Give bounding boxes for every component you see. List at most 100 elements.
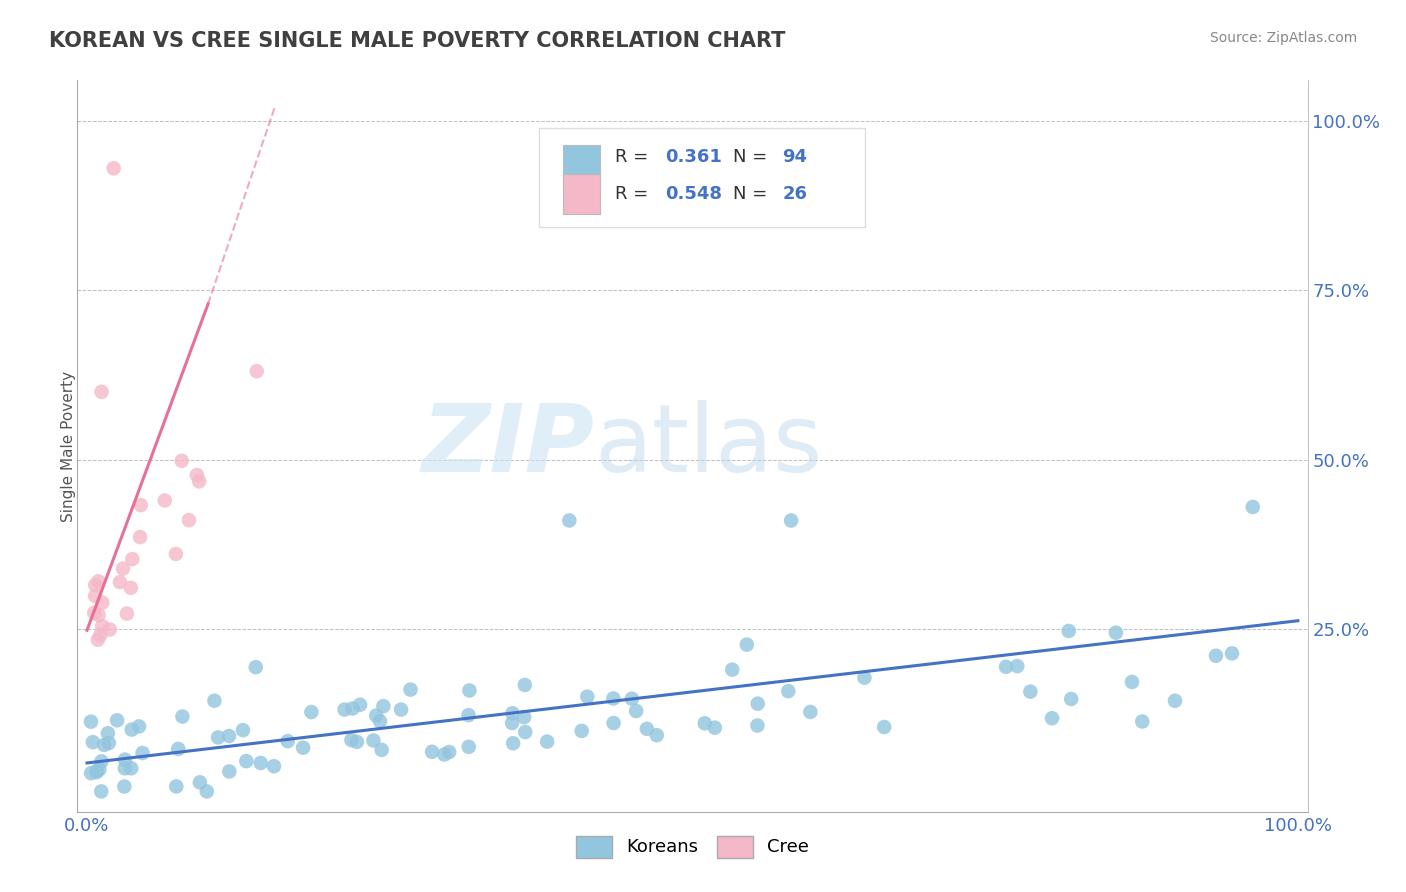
Text: ZIP: ZIP xyxy=(422,400,595,492)
Point xyxy=(97,726,120,740)
Point xyxy=(501,716,523,731)
Text: N =: N = xyxy=(733,148,773,166)
Point xyxy=(195,784,218,798)
Point xyxy=(349,698,371,712)
Text: 26: 26 xyxy=(782,185,807,202)
Point xyxy=(87,607,110,622)
Point xyxy=(636,722,658,736)
Point xyxy=(778,684,800,698)
Point xyxy=(373,699,395,714)
Point xyxy=(735,638,758,652)
Point xyxy=(90,384,112,399)
Point xyxy=(645,728,668,742)
Legend: Koreans, Cree: Koreans, Cree xyxy=(576,836,808,857)
Point xyxy=(1007,659,1029,673)
Text: 0.361: 0.361 xyxy=(665,148,723,166)
Point xyxy=(1164,694,1187,708)
Point xyxy=(111,561,134,575)
Text: KOREAN VS CREE SINGLE MALE POVERTY CORRELATION CHART: KOREAN VS CREE SINGLE MALE POVERTY CORRE… xyxy=(49,31,786,51)
Point xyxy=(299,705,322,719)
Point xyxy=(873,720,896,734)
Point xyxy=(368,714,391,729)
Point xyxy=(1105,625,1128,640)
Point xyxy=(165,547,187,561)
Point xyxy=(105,714,128,728)
Text: 94: 94 xyxy=(782,148,807,166)
Point xyxy=(620,691,643,706)
Point xyxy=(84,589,107,603)
Point xyxy=(602,716,624,731)
Text: R =: R = xyxy=(614,185,654,202)
Point xyxy=(292,740,315,755)
Point xyxy=(399,682,422,697)
Point xyxy=(513,678,536,692)
Point xyxy=(232,723,254,738)
Point xyxy=(89,628,111,642)
Point xyxy=(747,697,769,711)
Point xyxy=(437,745,460,759)
Point xyxy=(558,514,581,528)
Point xyxy=(121,552,143,566)
Point xyxy=(167,742,190,756)
Point xyxy=(172,709,194,723)
Point xyxy=(263,759,285,773)
Bar xyxy=(564,174,600,214)
Bar xyxy=(564,145,600,185)
Point xyxy=(80,766,103,780)
Point xyxy=(115,607,138,621)
Point xyxy=(108,575,131,590)
Point xyxy=(170,454,193,468)
Point xyxy=(340,733,363,747)
Point xyxy=(87,632,110,647)
Point xyxy=(458,683,481,698)
Point xyxy=(799,705,821,719)
Point xyxy=(129,498,152,512)
Point xyxy=(515,725,537,739)
Point xyxy=(457,739,479,754)
Point xyxy=(218,764,240,779)
Point xyxy=(576,690,599,704)
Text: R =: R = xyxy=(614,148,654,166)
Point xyxy=(120,761,142,775)
Point xyxy=(366,708,388,723)
Point xyxy=(721,663,744,677)
Point xyxy=(204,694,226,708)
Point xyxy=(90,755,112,769)
Point xyxy=(86,764,108,778)
Point xyxy=(363,733,385,747)
Point xyxy=(501,706,523,721)
Y-axis label: Single Male Poverty: Single Male Poverty xyxy=(62,370,76,522)
Point xyxy=(1060,692,1083,706)
Point xyxy=(186,468,208,483)
Point xyxy=(1019,684,1042,698)
Point xyxy=(1057,624,1080,638)
Point xyxy=(246,364,269,378)
Point xyxy=(389,703,412,717)
Point xyxy=(342,701,364,715)
Point xyxy=(103,161,125,176)
Point xyxy=(249,756,271,770)
Point xyxy=(536,734,558,748)
Point xyxy=(153,493,176,508)
Point xyxy=(188,775,211,789)
Point xyxy=(780,514,803,528)
Point xyxy=(129,530,152,544)
Point xyxy=(747,718,769,732)
Point xyxy=(91,596,114,610)
Point xyxy=(853,671,876,685)
Point xyxy=(177,513,200,527)
Point xyxy=(420,745,443,759)
Point xyxy=(433,747,456,762)
FancyBboxPatch shape xyxy=(538,128,865,227)
Point xyxy=(121,723,143,737)
Point xyxy=(80,714,103,729)
Text: 0.548: 0.548 xyxy=(665,185,723,202)
Point xyxy=(513,710,536,724)
Point xyxy=(165,780,187,794)
Point xyxy=(98,623,121,637)
Point xyxy=(1205,648,1227,663)
Point xyxy=(83,606,105,620)
Point xyxy=(1121,675,1143,690)
Point xyxy=(120,581,142,595)
Point xyxy=(602,691,624,706)
